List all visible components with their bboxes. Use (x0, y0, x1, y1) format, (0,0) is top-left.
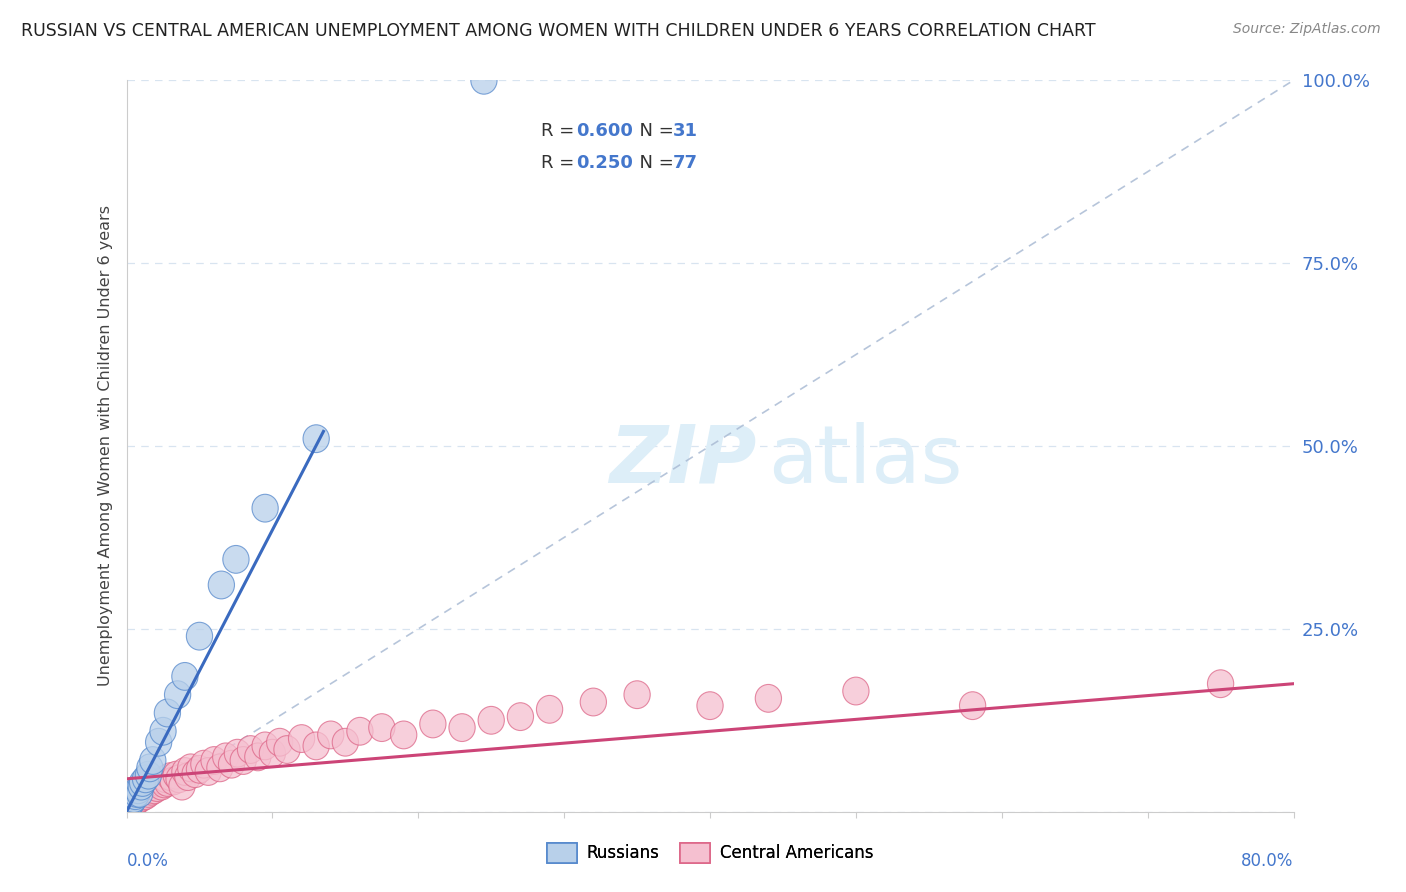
Text: R =: R = (541, 122, 579, 140)
Text: 80.0%: 80.0% (1241, 852, 1294, 870)
Text: 0.250: 0.250 (576, 154, 633, 172)
Text: N =: N = (628, 122, 681, 140)
Text: 0.600: 0.600 (576, 122, 633, 140)
Y-axis label: Unemployment Among Women with Children Under 6 years: Unemployment Among Women with Children U… (97, 205, 112, 687)
Text: RUSSIAN VS CENTRAL AMERICAN UNEMPLOYMENT AMONG WOMEN WITH CHILDREN UNDER 6 YEARS: RUSSIAN VS CENTRAL AMERICAN UNEMPLOYMENT… (21, 22, 1095, 40)
Text: 31: 31 (672, 122, 697, 140)
Text: Source: ZipAtlas.com: Source: ZipAtlas.com (1233, 22, 1381, 37)
Text: R =: R = (541, 154, 579, 172)
Legend: Russians, Central Americans: Russians, Central Americans (540, 837, 880, 869)
Text: N =: N = (628, 154, 681, 172)
Text: 0.0%: 0.0% (127, 852, 169, 870)
Text: ZIP: ZIP (609, 422, 756, 500)
Text: 77: 77 (672, 154, 697, 172)
Text: atlas: atlas (768, 422, 963, 500)
